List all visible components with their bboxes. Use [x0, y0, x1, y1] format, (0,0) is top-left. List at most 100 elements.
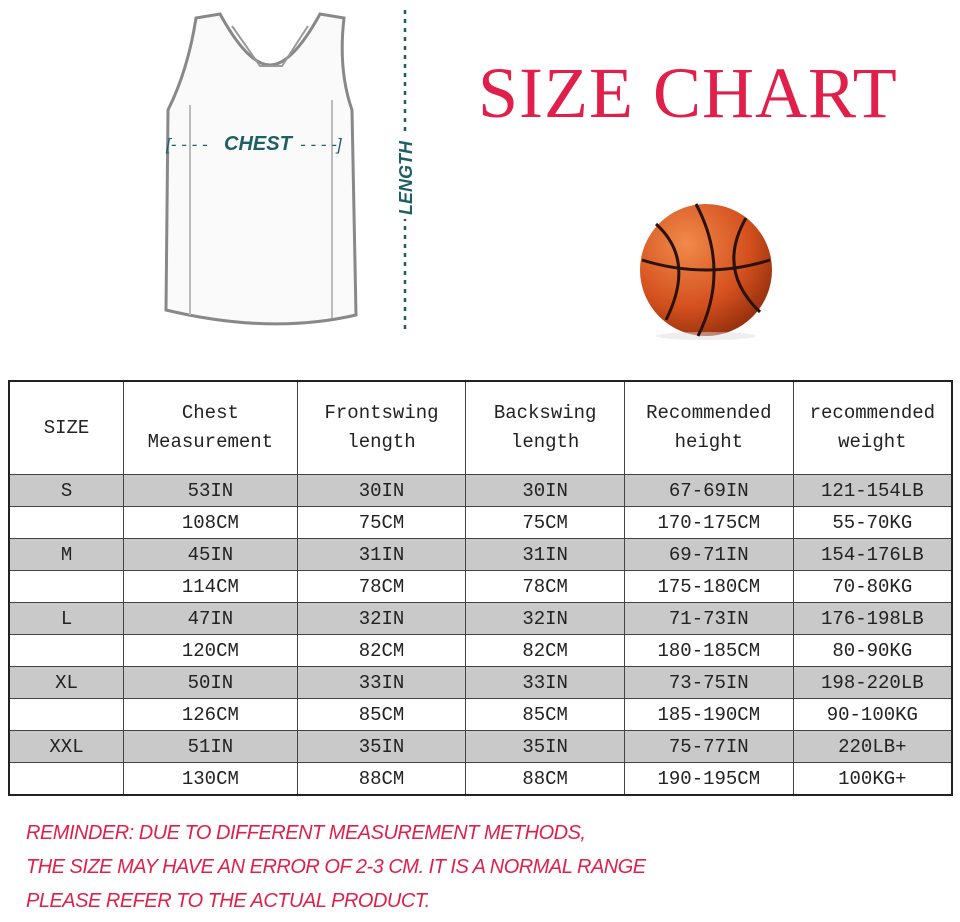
column-header-line: height — [674, 431, 744, 453]
table-row: 108CM 75CM 75CM 170-175CM 55-70KG — [8, 506, 953, 539]
table-cell: 53IN — [123, 474, 298, 507]
table-cell: XXL — [8, 730, 125, 763]
table-cell: 85CM — [465, 698, 625, 731]
table-row: M 45IN 31IN 31IN 69-71IN 154-176LB — [8, 538, 953, 571]
table-cell: 32IN — [296, 602, 467, 635]
table-cell: 220LB+ — [792, 730, 953, 763]
basketball-image — [640, 203, 772, 340]
table-cell: 121-154LB — [792, 474, 953, 507]
table-cell: 78CM — [296, 570, 467, 603]
table-cell — [8, 634, 125, 667]
reminder-line: REMINDER: DUE TO DIFFERENT MEASUREMENT M… — [26, 822, 586, 844]
column-header: Recommended height — [623, 380, 794, 475]
table-cell: 47IN — [123, 602, 298, 635]
table-cell: 108CM — [123, 506, 298, 539]
table-row: 114CM 78CM 78CM 175-180CM 70-80KG — [8, 570, 953, 603]
table-cell: 67-69IN — [623, 474, 794, 507]
column-header-line: Chest — [181, 402, 239, 424]
length-label: LENGTH — [396, 140, 416, 215]
chest-dash-left: [- - - - — [165, 135, 208, 154]
table-cell: 180-185CM — [623, 634, 794, 667]
table-cell: 170-175CM — [623, 506, 794, 539]
table-cell: 35IN — [296, 730, 467, 763]
table-cell: 31IN — [296, 538, 467, 571]
table-cell — [8, 762, 125, 796]
table-cell: 55-70KG — [792, 506, 953, 539]
table-cell: 198-220LB — [792, 666, 953, 699]
column-header-line: length — [510, 431, 580, 453]
table-cell — [8, 506, 125, 539]
table-cell: L — [8, 602, 125, 635]
table-cell: 120CM — [123, 634, 298, 667]
chest-label: CHEST — [224, 133, 294, 155]
column-header-line: recommended — [809, 402, 936, 424]
table-cell: 71-73IN — [623, 602, 794, 635]
table-row: L 47IN 32IN 32IN 71-73IN 176-198LB — [8, 602, 953, 635]
table-row: 126CM 85CM 85CM 185-190CM 90-100KG — [8, 698, 953, 731]
table-cell: 32IN — [465, 602, 625, 635]
column-header: Backswing length — [465, 380, 625, 475]
column-header: SIZE — [8, 380, 125, 475]
table-cell: 154-176LB — [792, 538, 953, 571]
table-cell: 33IN — [296, 666, 467, 699]
table-cell: 114CM — [123, 570, 298, 603]
table-cell: 185-190CM — [623, 698, 794, 731]
table-cell: 75-77IN — [623, 730, 794, 763]
table-cell: 80-90KG — [792, 634, 953, 667]
column-header-line: length — [347, 431, 416, 453]
table-cell: 30IN — [296, 474, 467, 507]
table-cell — [8, 698, 125, 731]
table-cell: 75CM — [465, 506, 625, 539]
table-cell: 51IN — [123, 730, 298, 763]
reminder-line: PLEASE REFER TO THE ACTUAL PRODUCT. — [26, 890, 430, 912]
table-cell: 69-71IN — [623, 538, 794, 571]
table-header-row: SIZE Chest Measurement Frontswing length Back… — [8, 380, 953, 475]
column-header: recommended weight — [792, 380, 953, 475]
column-header-line: weight — [838, 431, 907, 453]
column-header-line: Measurement — [147, 431, 274, 453]
column-header-line: Recommended — [646, 402, 772, 424]
table-row: XL 50IN 33IN 33IN 73-75IN 198-220LB — [8, 666, 953, 699]
table-cell: 30IN — [465, 474, 625, 507]
table-cell: 90-100KG — [792, 698, 953, 731]
column-header-line: Backswing — [493, 402, 597, 424]
table-cell: 82CM — [465, 634, 625, 667]
page-title: SIZE CHART — [478, 53, 898, 133]
table-cell: 175-180CM — [623, 570, 794, 603]
table-cell: 88CM — [465, 762, 625, 796]
table-cell: M — [8, 538, 125, 571]
table-cell: 50IN — [123, 666, 298, 699]
table-cell: 85CM — [296, 698, 467, 731]
table-cell — [8, 570, 125, 603]
table-cell: 70-80KG — [792, 570, 953, 603]
table-cell: S — [8, 474, 125, 507]
table-cell: 82CM — [296, 634, 467, 667]
reminder-line: THE SIZE MAY HAVE AN ERROR OF 2-3 CM. IT… — [26, 856, 646, 878]
table-row: S 53IN 30IN 30IN 67-69IN 121-154LB — [8, 474, 953, 507]
table-row: 120CM 82CM 82CM 180-185CM 80-90KG — [8, 634, 953, 667]
table-cell: 190-195CM — [623, 762, 794, 796]
table-cell: 130CM — [123, 762, 298, 796]
table-cell: 31IN — [465, 538, 625, 571]
column-header-line: Frontswing — [324, 402, 439, 424]
table-cell: XL — [8, 666, 125, 699]
table-cell: 35IN — [465, 730, 625, 763]
table-cell: 100KG+ — [792, 762, 953, 796]
table-cell: 78CM — [465, 570, 625, 603]
table-cell: 126CM — [123, 698, 298, 731]
table-cell: 88CM — [296, 762, 467, 796]
chest-dash-right: - - - -] — [300, 135, 343, 154]
column-header-line: SIZE — [43, 416, 90, 439]
table-row: 130CM 88CM 88CM 190-195CM 100KG+ — [8, 762, 953, 796]
column-header: Chest Measurement — [123, 380, 298, 475]
table-cell: 176-198LB — [792, 602, 953, 635]
jersey-diagram: [- - - - CHEST - - - -] LENGTH — [164, 10, 418, 330]
table-cell: 73-75IN — [623, 666, 794, 699]
table-cell: 45IN — [123, 538, 298, 571]
size-table: SIZE Chest Measurement Frontswing length Back… — [8, 380, 953, 796]
table-row: XXL 51IN 35IN 35IN 75-77IN 220LB+ — [8, 730, 953, 763]
reminder-note: REMINDER: DUE TO DIFFERENT MEASUREMENT M… — [26, 816, 646, 918]
column-header: Frontswing length — [296, 380, 467, 475]
table-cell: 33IN — [465, 666, 625, 699]
